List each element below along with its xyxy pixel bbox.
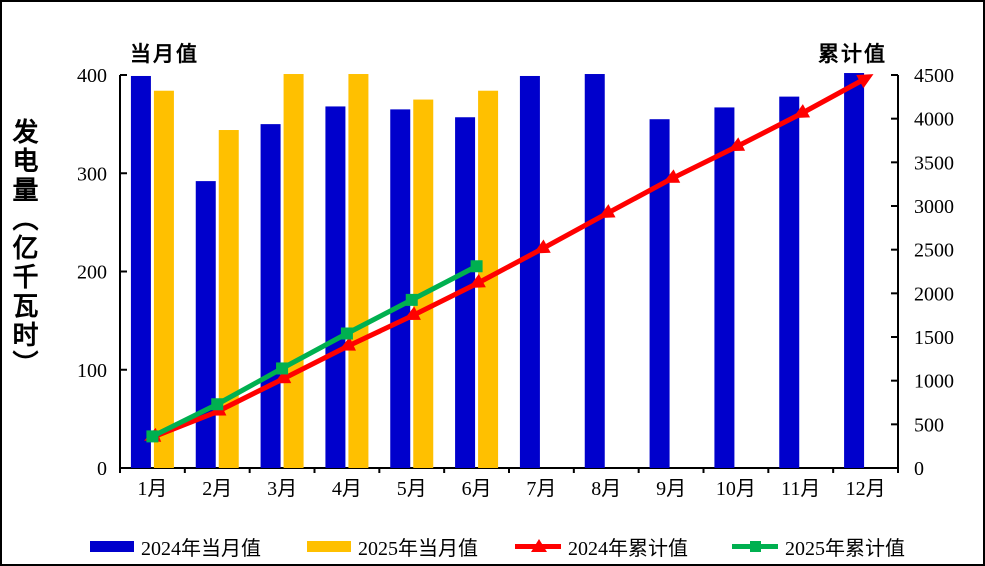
legend-swatch-2025-cumulative (732, 538, 778, 554)
legend-label-2025-cumulative: 2025年累计值 (785, 537, 905, 560)
x-axis-label: 1月 (137, 478, 167, 500)
bar-2024-2月 (195, 181, 216, 469)
right-axis-tick-label: 3000 (914, 196, 954, 218)
right-axis-tick-label: 3500 (914, 152, 954, 174)
left-axis-tick-label: 100 (77, 360, 107, 382)
marker-triangle-12月 (856, 74, 874, 89)
marker-square-6月 (470, 260, 483, 273)
marker-square-1月 (146, 430, 159, 443)
bar-2024-12月 (844, 73, 865, 468)
legend-label-2025-monthly: 2025年当月值 (358, 537, 478, 560)
left-axis-tick-label: 300 (77, 163, 107, 185)
x-axis-label: 5月 (397, 478, 427, 500)
x-axis-label: 3月 (267, 478, 297, 500)
marker-square-4月 (340, 327, 353, 340)
bar-2024-6月 (455, 117, 476, 468)
bar-2024-3月 (260, 124, 281, 468)
bar-2025-3月 (283, 74, 304, 468)
x-axis-label: 4月 (332, 478, 362, 500)
right-axis-tick-label: 1000 (914, 371, 954, 393)
line-2024年累计值 (151, 76, 867, 440)
left-axis-tick-label: 0 (97, 458, 107, 480)
legend-label-2024-monthly: 2024年当月值 (141, 537, 261, 560)
x-axis-label: 7月 (526, 478, 556, 500)
left-axis-header: 当月值 (130, 42, 199, 66)
legend-item-2024-monthly: 2024年当月值 (90, 531, 261, 561)
marker-triangle-8月 (598, 204, 616, 219)
marker-triangle-4月 (338, 337, 356, 351)
left-axis-tick-label: 400 (77, 65, 107, 87)
right-axis-tick-label: 2000 (914, 283, 954, 305)
legend: 2024年当月值 2025年当月值 2024年累计值 2025年累计值 (2, 531, 983, 561)
right-axis-tick-label: 4000 (914, 109, 954, 131)
line-2025年累计值 (151, 264, 478, 439)
bar-2025-1月 (153, 90, 174, 468)
legend-item-2025-cumulative: 2025年累计值 (732, 531, 905, 561)
x-axis-label: 6月 (462, 478, 492, 500)
bar-2024-8月 (584, 74, 605, 468)
bar-2025-4月 (348, 74, 369, 468)
bar-2024-10月 (714, 107, 735, 469)
marker-triangle-9月 (663, 169, 681, 183)
marker-square-3月 (276, 362, 289, 375)
left-axis-tick-label: 200 (77, 262, 107, 284)
marker-triangle-7月 (533, 239, 551, 254)
x-axis-label: 11月 (781, 478, 820, 500)
legend-item-2025-monthly: 2025年当月值 (307, 531, 478, 561)
bar-2024-11月 (779, 96, 800, 469)
right-axis-tick-label: 2500 (914, 240, 954, 262)
x-axis-label: 8月 (591, 478, 621, 500)
bar-2024-4月 (325, 106, 346, 468)
bar-2024-5月 (390, 109, 411, 468)
x-axis-label: 12月 (846, 478, 886, 500)
marker-triangle-3月 (274, 369, 292, 384)
triangle-marker-icon (531, 539, 547, 552)
x-axis-label: 10月 (716, 478, 756, 500)
y-axis-title: 发电量（亿千瓦时） (9, 118, 38, 379)
marker-triangle-5月 (403, 306, 421, 321)
right-axis-tick-label: 4500 (914, 65, 954, 87)
bar-2025-5月 (413, 99, 434, 468)
square-marker-icon (750, 541, 761, 552)
marker-triangle-10月 (727, 137, 746, 152)
right-axis-tick-label: 0 (914, 458, 924, 480)
x-axis-label: 9月 (656, 478, 686, 500)
legend-label-2024-cumulative: 2024年累计值 (568, 537, 688, 560)
marker-square-2月 (211, 398, 224, 411)
marker-triangle-11月 (792, 104, 811, 119)
legend-item-2024-cumulative: 2024年累计值 (515, 531, 688, 561)
bar-2024-1月 (130, 75, 151, 469)
x-axis-label: 2月 (202, 478, 232, 500)
right-axis-header: 累计值 (818, 42, 887, 66)
right-axis-tick-label: 500 (914, 414, 944, 436)
bar-2025-2月 (218, 130, 239, 468)
legend-swatch-2024-cumulative (515, 538, 561, 554)
legend-swatch-2024-monthly (90, 540, 134, 552)
bar-2024-7月 (519, 75, 540, 469)
legend-swatch-2025-monthly (307, 540, 351, 552)
marker-triangle-6月 (468, 274, 486, 288)
bar-2024-9月 (649, 119, 670, 469)
marker-square-5月 (405, 293, 418, 306)
right-axis-tick-label: 1500 (914, 327, 954, 349)
